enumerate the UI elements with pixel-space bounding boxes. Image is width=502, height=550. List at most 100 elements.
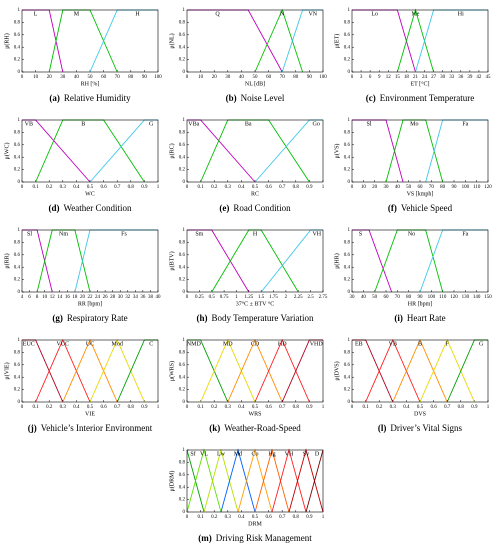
caption-title: Respiratory Rate bbox=[67, 313, 128, 323]
y-tick-label: 1 bbox=[348, 118, 351, 123]
y-axis-label: μ(BTV) bbox=[168, 251, 175, 270]
x-tick-label: 20 bbox=[372, 185, 378, 190]
y-tick-label: 0 bbox=[18, 400, 21, 405]
x-tick-label: 0 bbox=[186, 185, 189, 190]
x-tick-label: 30 bbox=[118, 295, 124, 300]
x-tick-label: 0.1 bbox=[197, 405, 204, 410]
x-tick-label: 110 bbox=[473, 185, 481, 190]
x-tick-label: 40 bbox=[239, 75, 245, 80]
x-tick-label: 30 bbox=[384, 185, 390, 190]
y-tick-label: 0.8 bbox=[14, 21, 21, 26]
plot-frame bbox=[351, 339, 489, 403]
x-tick-label: 0.1 bbox=[197, 515, 204, 520]
y-tick-label: 0 bbox=[183, 180, 186, 185]
set-name: VUC bbox=[56, 341, 69, 347]
x-tick-label: 10 bbox=[198, 75, 204, 80]
caption: (m) Driving Risk Management bbox=[198, 533, 312, 543]
x-tick-label: 12 bbox=[386, 75, 392, 80]
x-tick-label: 2.25 bbox=[294, 295, 303, 300]
set-name: VL bbox=[200, 451, 208, 457]
x-tick-label: 2 bbox=[285, 295, 288, 300]
x-tick-label: 0.3 bbox=[60, 405, 67, 410]
x-tick-label: 1 bbox=[235, 295, 238, 300]
x-tick-label: 0.1 bbox=[197, 185, 204, 190]
x-tick-label: 0.4 bbox=[238, 405, 245, 410]
y-axis-label: μ(NL) bbox=[168, 33, 175, 48]
x-tick-label: 0.5 bbox=[252, 515, 259, 520]
y-tick-label: 0.4 bbox=[179, 45, 186, 50]
x-tick-label: 21 bbox=[413, 75, 419, 80]
x-tick-label: 0.4 bbox=[403, 405, 410, 410]
x-tick-label: 0.9 bbox=[141, 405, 148, 410]
y-tick-label: 0.2 bbox=[344, 168, 351, 173]
x-tick-label: 40 bbox=[395, 185, 401, 190]
y-tick-label: 0.6 bbox=[179, 33, 186, 38]
x-tick-label: 1 bbox=[322, 185, 325, 190]
caption: (e) Road Condition bbox=[219, 203, 291, 213]
set-name: HD bbox=[278, 341, 287, 347]
x-tick-label: 0.6 bbox=[100, 185, 107, 190]
membership-line bbox=[254, 8, 304, 73]
caption: (b) Noise Level bbox=[226, 93, 285, 103]
set-name: B bbox=[81, 121, 85, 127]
membership-line bbox=[35, 338, 91, 403]
membership-line bbox=[425, 119, 488, 183]
set-name: C bbox=[149, 341, 153, 347]
x-tick-label: 0.6 bbox=[265, 185, 272, 190]
membership-line bbox=[227, 338, 283, 403]
x-tick-label: 1 bbox=[322, 515, 325, 520]
x-tick-label: 32 bbox=[125, 295, 131, 300]
x-tick-label: 15 bbox=[395, 75, 401, 80]
caption-label: (a) bbox=[49, 93, 60, 103]
membership-line bbox=[48, 9, 118, 73]
x-tick-label: 1 bbox=[322, 405, 325, 410]
caption-title: Vehicle Speed bbox=[401, 203, 453, 213]
x-axis-label: WRS bbox=[248, 411, 261, 417]
membership-line bbox=[22, 339, 64, 403]
x-tick-label: 50 bbox=[88, 75, 94, 80]
x-tick-label: 30 bbox=[60, 75, 66, 80]
y-axis-label: μ(RR) bbox=[3, 253, 10, 268]
caption-label: (e) bbox=[219, 203, 229, 213]
y-tick-label: 0.8 bbox=[344, 241, 351, 246]
x-tick-label: 140 bbox=[473, 295, 481, 300]
x-axis-label: VIE bbox=[85, 411, 95, 417]
x-tick-label: 18 bbox=[72, 295, 78, 300]
membership-line bbox=[22, 229, 53, 293]
x-tick-label: 24 bbox=[95, 295, 101, 300]
x-tick-label: 0.6 bbox=[100, 405, 107, 410]
y-tick-label: 0.4 bbox=[14, 265, 21, 270]
y-tick-label: 1 bbox=[348, 228, 351, 233]
y-tick-label: 0.6 bbox=[344, 363, 351, 368]
x-tick-label: 0 bbox=[21, 405, 24, 410]
x-tick-label: 18 bbox=[404, 75, 410, 80]
membership-line bbox=[187, 9, 283, 73]
set-name: H bbox=[135, 11, 140, 17]
y-tick-label: 0.4 bbox=[14, 155, 21, 160]
caption-label: (f) bbox=[388, 203, 397, 213]
x-tick-label: 0.75 bbox=[220, 295, 229, 300]
y-tick-label: 0.4 bbox=[179, 375, 186, 380]
x-axis-label: WC bbox=[85, 191, 95, 197]
x-axis-label: RH [%] bbox=[81, 81, 100, 87]
x-tick-label: 50 bbox=[406, 185, 412, 190]
caption-label: (i) bbox=[394, 313, 403, 323]
x-tick-label: 0.2 bbox=[211, 405, 218, 410]
plot-frame bbox=[186, 339, 324, 403]
x-axis-label: ET [°C] bbox=[410, 80, 429, 87]
x-tick-label: 0.5 bbox=[87, 405, 94, 410]
caption-title: Relative Humidity bbox=[64, 93, 131, 103]
y-tick-label: 1 bbox=[18, 228, 21, 233]
membership-line bbox=[200, 119, 310, 183]
y-tick-label: 0 bbox=[18, 290, 21, 295]
x-tick-label: 4 bbox=[21, 295, 24, 300]
y-tick-label: 0.2 bbox=[179, 58, 186, 63]
caption-title: Noise Level bbox=[241, 93, 285, 103]
set-name: Co bbox=[251, 451, 258, 457]
set-name: Hi bbox=[458, 11, 464, 17]
y-axis-label: μ(VS) bbox=[333, 144, 340, 159]
y-tick-label: 0 bbox=[183, 70, 186, 75]
set-name: G bbox=[149, 121, 154, 127]
y-tick-label: 0.2 bbox=[14, 58, 21, 63]
plot-frame bbox=[21, 9, 159, 73]
